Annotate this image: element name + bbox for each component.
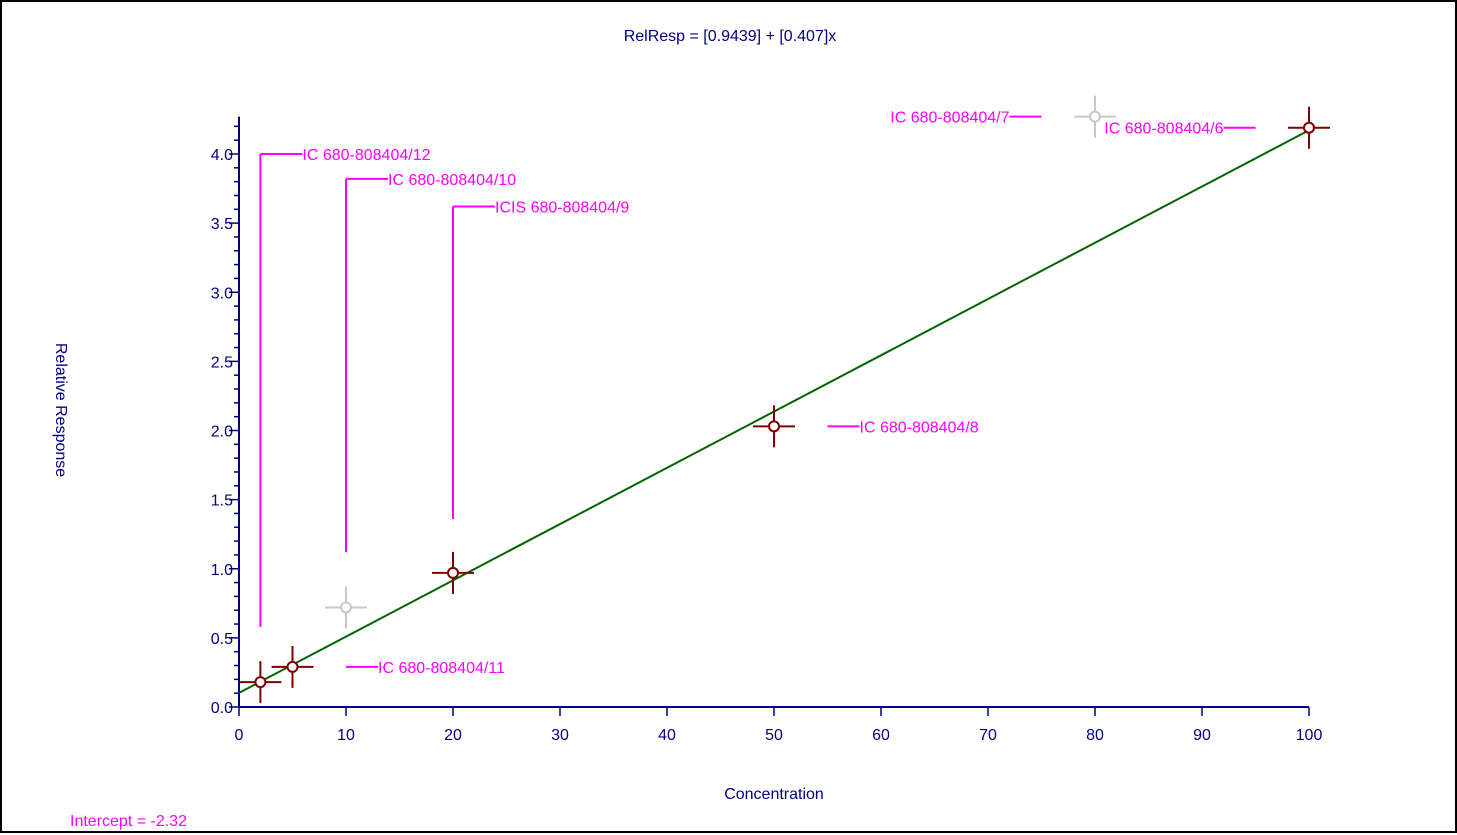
annotation-label: IC 680-808404/10: [388, 172, 516, 189]
annotation-label: IC 680-808404/6: [1104, 121, 1223, 138]
x-axis-label: Concentration: [724, 786, 824, 803]
data-point: [239, 661, 282, 704]
x-tick-label: 40: [658, 727, 676, 744]
y-tick-label: 1.0: [211, 562, 233, 579]
point-marker: [1303, 121, 1315, 134]
annotation-label: IC 680-808404/11: [378, 660, 505, 677]
x-tick-label: 20: [444, 727, 462, 744]
axes-group: 0.0 0.5 1.0 1.5 2.0 2.5 3.0 3.5 4.0 0 10 20 30 40 50 60…: [211, 116, 1323, 744]
x-tick-label: 0: [235, 727, 244, 744]
x-tick-label: 90: [1193, 727, 1211, 744]
data-point: [753, 405, 795, 448]
chart-title: RelResp = [0.9439] + [0.407]x: [624, 28, 837, 45]
x-tick-label: 70: [979, 727, 997, 744]
point-marker: [768, 420, 780, 433]
intercept-note: Intercept = -2.32: [70, 813, 187, 830]
x-tick-label: 60: [872, 727, 890, 744]
data-point: [271, 645, 314, 688]
annotation-label: IC 680-808404/7: [890, 110, 1009, 127]
y-tick-label: 2.0: [211, 424, 233, 441]
y-tick-label: 4.0: [211, 147, 233, 164]
y-tick-label: 1.5: [211, 493, 233, 510]
annotation-label: IC 680-808404/12: [302, 147, 430, 164]
x-tick-label: 50: [765, 727, 783, 744]
x-tick-label: 30: [551, 727, 569, 744]
point-marker: [447, 566, 459, 579]
annotation-label: ICIS 680-808404/9: [495, 200, 629, 217]
y-tick-label: 3.5: [211, 216, 233, 233]
x-tick-label: 100: [1296, 727, 1323, 744]
data-point: [1288, 106, 1330, 149]
y-axis-label: Relative Response: [52, 343, 69, 477]
y-tick-label: 0.5: [211, 631, 233, 648]
point-marker: [340, 601, 352, 614]
points-group: [239, 95, 1330, 704]
text-group: RelResp = [0.9439] + [0.407]x Concentrat…: [52, 28, 836, 830]
annotations-group: IC 680-808404/12 IC 680-808404/10 ICIS 680…: [259, 110, 1256, 677]
point-marker: [286, 660, 299, 673]
y-tick-label: 0.0: [211, 700, 233, 717]
x-tick-label: 80: [1086, 727, 1104, 744]
annotation-label: IC 680-808404/8: [860, 419, 979, 436]
y-tick-label: 3.0: [211, 285, 233, 302]
point-marker: [254, 676, 267, 689]
point-marker: [1089, 110, 1101, 123]
excluded-data-point: [325, 586, 367, 629]
excluded-data-point: [1074, 95, 1116, 138]
data-point: [432, 551, 474, 594]
y-tick-label: 2.5: [211, 354, 233, 371]
x-tick-label: 10: [337, 727, 355, 744]
